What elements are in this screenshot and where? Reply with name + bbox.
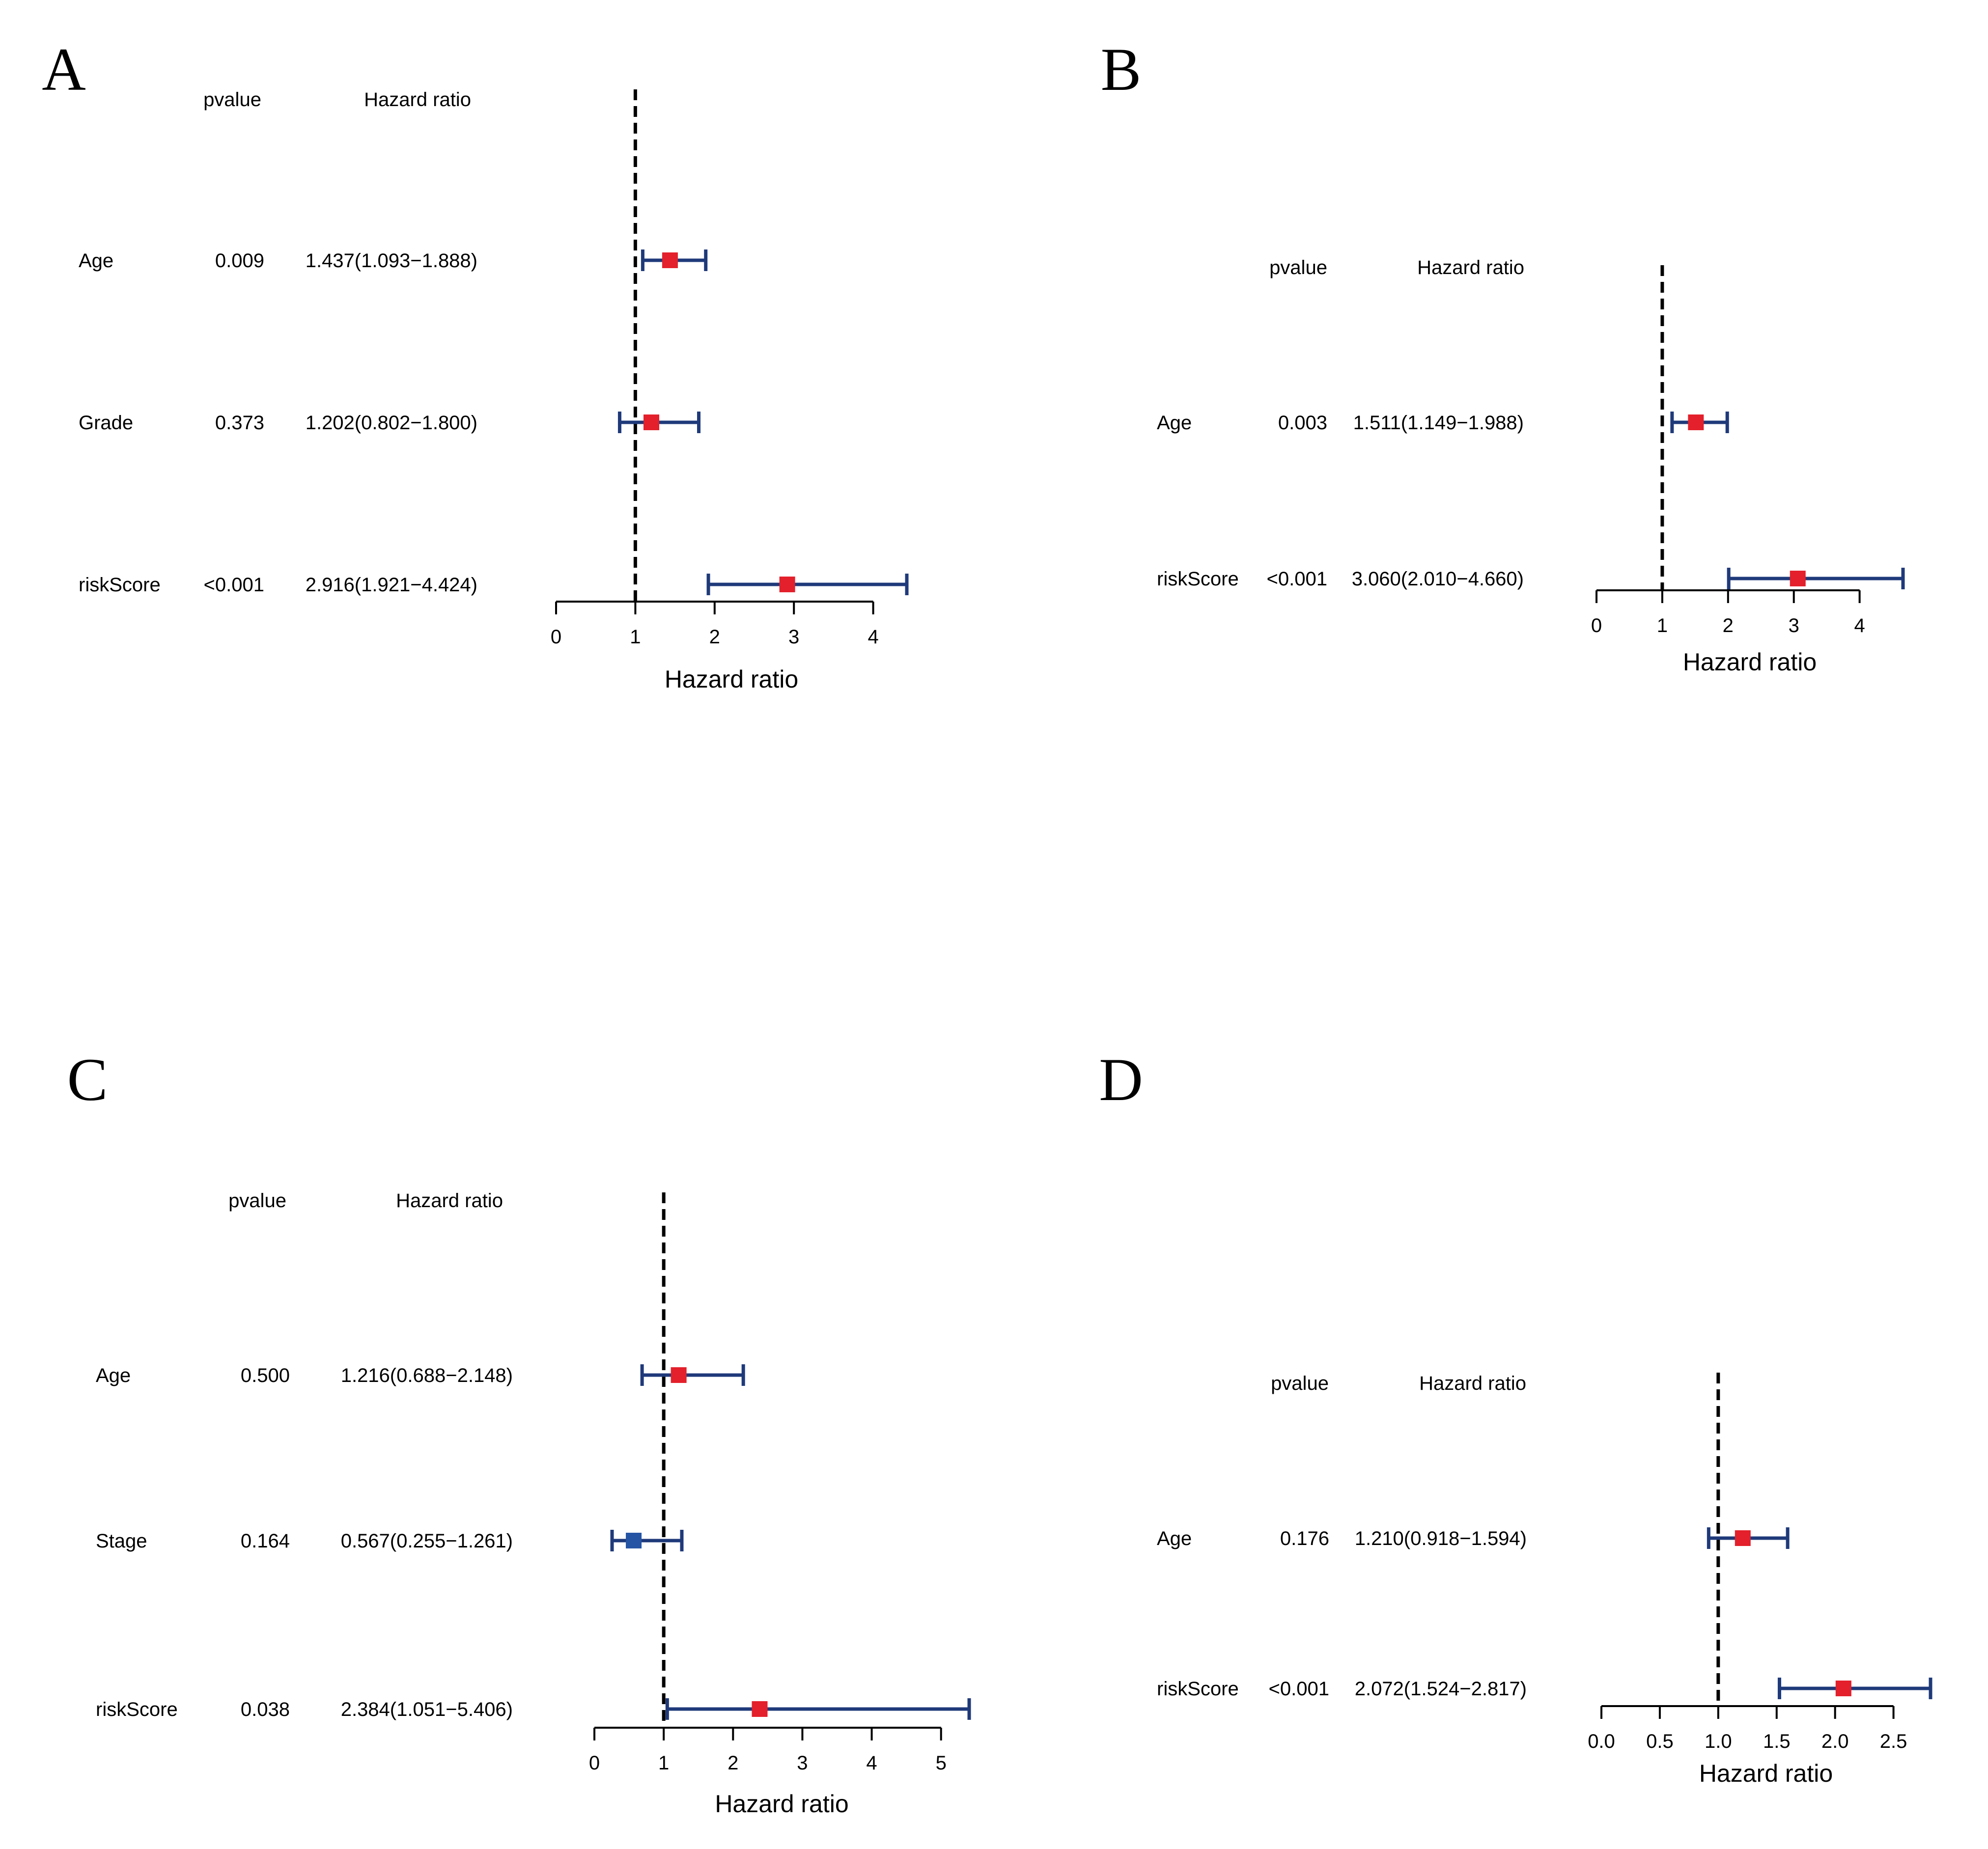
hazard-ratio-point: [1688, 414, 1704, 430]
x-tick-label: 4: [1854, 615, 1865, 636]
row-label: Age: [1157, 1528, 1192, 1549]
hazard-ratio-point: [779, 577, 795, 592]
row-pvalue: 0.009: [215, 250, 264, 272]
x-tick-label: 1: [1657, 615, 1668, 636]
row-pvalue: 0.038: [241, 1699, 290, 1720]
x-tick-label: 0: [1591, 615, 1602, 636]
row-hazard-ratio: 2.916(1.921−4.424): [306, 574, 477, 596]
panel-label: D: [1099, 1046, 1143, 1113]
row-hazard-ratio: 1.202(0.802−1.800): [306, 412, 477, 434]
x-axis-title: Hazard ratio: [1699, 1760, 1833, 1787]
row-label: riskScore: [96, 1699, 178, 1720]
row-pvalue: 0.003: [1278, 412, 1327, 434]
x-axis-title: Hazard ratio: [715, 1790, 848, 1818]
pvalue-header: pvalue: [1271, 1373, 1329, 1394]
panel-label: A: [42, 36, 86, 103]
x-tick-label: 1: [658, 1752, 669, 1774]
x-tick-label: 2.0: [1821, 1731, 1849, 1752]
row-pvalue: 0.164: [241, 1530, 290, 1552]
x-tick-label: 2: [709, 626, 720, 648]
row-hazard-ratio: 1.511(1.149−1.988): [1353, 412, 1524, 434]
hazard-ratio-point: [643, 414, 659, 430]
row-label: riskScore: [79, 574, 161, 596]
x-tick-label: 4: [868, 626, 878, 648]
row-pvalue: 0.176: [1280, 1528, 1329, 1549]
x-tick-label: 5: [936, 1752, 947, 1774]
x-axis-title: Hazard ratio: [665, 665, 798, 693]
hazard-ratio-point: [1735, 1530, 1751, 1546]
pvalue-header: pvalue: [203, 89, 261, 110]
panel-label: C: [67, 1046, 108, 1113]
row-hazard-ratio: 1.216(0.688−2.148): [341, 1365, 513, 1386]
row-hazard-ratio: 2.072(1.524−2.817): [1355, 1678, 1527, 1700]
row-label: Age: [79, 250, 113, 272]
row-label: riskScore: [1157, 1678, 1239, 1700]
x-tick-label: 2: [1723, 615, 1734, 636]
hazard-ratio-header: Hazard ratio: [396, 1190, 503, 1212]
x-tick-label: 0: [589, 1752, 600, 1774]
x-tick-label: 2.5: [1880, 1731, 1907, 1752]
x-tick-label: 3: [788, 626, 799, 648]
hazard-ratio-header: Hazard ratio: [1419, 1373, 1526, 1394]
x-tick-label: 3: [797, 1752, 808, 1774]
row-label: Age: [1157, 412, 1192, 434]
x-tick-label: 1.0: [1705, 1731, 1732, 1752]
pvalue-header: pvalue: [1269, 257, 1327, 278]
x-tick-label: 0.5: [1646, 1731, 1674, 1752]
row-pvalue: <0.001: [1267, 568, 1327, 590]
row-hazard-ratio: 3.060(2.010−4.660): [1352, 568, 1524, 590]
x-tick-label: 1.5: [1763, 1731, 1791, 1752]
x-tick-label: 3: [1789, 615, 1799, 636]
row-hazard-ratio: 1.210(0.918−1.594): [1355, 1528, 1527, 1549]
hazard-ratio-point: [662, 252, 678, 268]
x-axis-title: Hazard ratio: [1683, 648, 1817, 676]
hazard-ratio-point: [626, 1533, 642, 1548]
x-tick-label: 1: [630, 626, 641, 648]
row-label: riskScore: [1157, 568, 1239, 590]
row-pvalue: 0.373: [215, 412, 264, 434]
x-tick-label: 0.0: [1588, 1731, 1615, 1752]
row-hazard-ratio: 1.437(1.093−1.888): [306, 250, 477, 272]
pvalue-header: pvalue: [228, 1190, 286, 1212]
hazard-ratio-header: Hazard ratio: [1417, 257, 1524, 278]
row-label: Age: [96, 1365, 131, 1386]
hazard-ratio-point: [671, 1367, 687, 1383]
hazard-ratio-point: [752, 1701, 768, 1717]
x-tick-label: 0: [551, 626, 561, 648]
x-tick-label: 2: [728, 1752, 738, 1774]
hazard-ratio-point: [1790, 571, 1806, 586]
row-pvalue: 0.500: [241, 1365, 290, 1386]
row-hazard-ratio: 0.567(0.255−1.261): [341, 1530, 513, 1552]
row-label: Grade: [79, 412, 133, 434]
row-pvalue: <0.001: [1269, 1678, 1329, 1700]
x-tick-label: 4: [866, 1752, 877, 1774]
row-hazard-ratio: 2.384(1.051−5.406): [341, 1699, 513, 1720]
row-pvalue: <0.001: [204, 574, 264, 596]
row-label: Stage: [96, 1530, 147, 1552]
hazard-ratio-header: Hazard ratio: [364, 89, 471, 110]
panel-label: B: [1101, 36, 1142, 103]
hazard-ratio-point: [1835, 1681, 1851, 1696]
